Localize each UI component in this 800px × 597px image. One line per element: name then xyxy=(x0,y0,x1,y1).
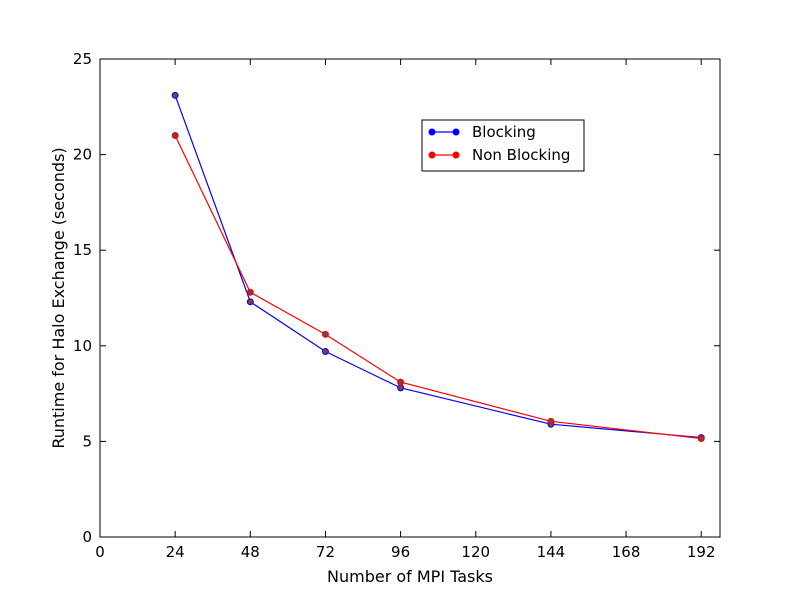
x-tick-label: 168 xyxy=(612,543,641,561)
x-tick-label: 144 xyxy=(537,543,566,561)
x-tick-label: 72 xyxy=(316,543,335,561)
x-tick-label: 96 xyxy=(391,543,410,561)
legend-label-blocking: Blocking xyxy=(472,123,536,141)
data-point-series-0 xyxy=(321,348,329,356)
legend: Blocking Non Blocking xyxy=(421,119,585,172)
data-point-series-1 xyxy=(171,131,179,139)
legend-marker-blocking-start xyxy=(428,128,436,136)
x-tick-label: 0 xyxy=(95,543,105,561)
data-point-series-1 xyxy=(397,378,405,386)
data-point-series-1 xyxy=(321,330,329,338)
series-line-1 xyxy=(174,135,702,440)
ticks-layer: 0 24 48 72 96 120 144 168 192 0 5 10 15 20 25 xyxy=(73,50,720,561)
legend-marker-non-blocking-end xyxy=(452,151,460,159)
y-tick-label: 20 xyxy=(73,146,92,164)
data-point-series-0 xyxy=(246,298,254,306)
y-tick-label: 10 xyxy=(73,337,92,355)
data-point-series-0 xyxy=(397,384,405,392)
data-point-series-1 xyxy=(697,435,705,443)
legend-label-non-blocking: Non Blocking xyxy=(472,146,570,164)
y-axis-label: Runtime for Halo Exchange (seconds) xyxy=(49,147,68,448)
series-layer xyxy=(171,91,705,443)
y-tick-label: 25 xyxy=(73,50,92,68)
x-axis-label: Number of MPI Tasks xyxy=(327,567,493,586)
legend-marker-non-blocking-start xyxy=(428,151,436,159)
x-tick-label: 48 xyxy=(241,543,260,561)
data-point-series-1 xyxy=(547,417,555,425)
x-tick-label: 120 xyxy=(461,543,490,561)
y-tick-label: 0 xyxy=(82,528,92,546)
legend-marker-blocking-end xyxy=(452,128,460,136)
y-tick-label: 15 xyxy=(73,241,92,259)
data-point-series-1 xyxy=(246,288,254,296)
y-tick-label: 5 xyxy=(82,432,92,450)
x-tick-label: 24 xyxy=(166,543,185,561)
legend-box xyxy=(421,119,585,172)
x-tick-label: 192 xyxy=(687,543,716,561)
plot-frame xyxy=(99,58,721,538)
data-point-series-0 xyxy=(171,91,179,99)
